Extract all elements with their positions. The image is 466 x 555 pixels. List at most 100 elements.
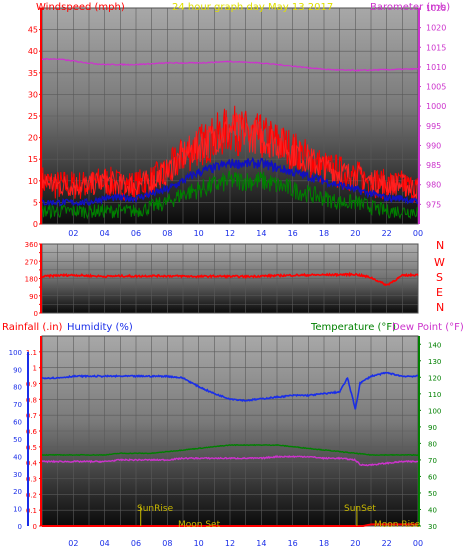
- rainfall-tick-label: 1: [33, 365, 37, 373]
- rainfall-tick-label: 0.8: [26, 396, 37, 404]
- windspeed-tick-label: 45: [28, 26, 38, 35]
- x-tick-label: 00: [413, 229, 423, 238]
- windspeed-line: [41, 112, 419, 200]
- humidity-tick-label: 10: [13, 506, 22, 514]
- rainfall-tick-label: 0.3: [26, 476, 37, 484]
- barometer-tick-label: 975: [426, 200, 441, 209]
- x-tick-label: 16: [288, 229, 298, 238]
- barometer-tick-label: 980: [426, 181, 441, 190]
- direction-tick-label: 360: [25, 241, 38, 249]
- humidity-tick-label: 20: [13, 488, 22, 496]
- x-tick-label: 08: [162, 229, 172, 238]
- humidity-tick-label: 30: [13, 471, 22, 479]
- x-tick-label: 12: [225, 229, 235, 238]
- barometer-tick-label: 990: [426, 141, 441, 150]
- temperature-tick-label: 100: [428, 407, 441, 415]
- humidity-tick-label: 80: [13, 384, 22, 392]
- temperature-tick-label: 60: [428, 473, 437, 481]
- x-tick-label: 06: [131, 539, 141, 548]
- x-tick-label: 04: [100, 229, 110, 238]
- temperature-tick-label: 130: [428, 358, 441, 366]
- temperature-tick-label: 80: [428, 440, 437, 448]
- chart-title: 24 hour graph day May 13 2017: [172, 2, 333, 13]
- windspeed-tick-label: 40: [28, 47, 38, 56]
- dew-point-line: [41, 454, 418, 467]
- x-tick-label: 22: [382, 539, 392, 548]
- barometer-axis-label: Barometer (mb): [370, 2, 450, 13]
- direction-letter-n-top: N: [436, 239, 444, 252]
- wind-average-line: [41, 156, 419, 207]
- rainfall-tick-label: 0.6: [26, 428, 38, 436]
- windspeed-tick-label: 35: [28, 69, 38, 78]
- humidity-line: [41, 371, 419, 410]
- wind-direction-line: [41, 271, 419, 287]
- x-tick-label: 12: [225, 539, 235, 548]
- windspeed-tick-label: 5: [33, 198, 38, 207]
- windspeed-tick-label: 10: [28, 177, 38, 186]
- barometer-tick-label: 1010: [426, 63, 446, 72]
- direction-tick-label: 180: [25, 276, 38, 284]
- humidity-tick-label: 60: [13, 419, 22, 427]
- rainfall-tick-label: 0.5: [26, 444, 37, 452]
- x-tick-label: 22: [382, 229, 392, 238]
- windspeed-tick-label: 15: [28, 155, 38, 164]
- temperature-tick-label: 70: [428, 457, 437, 465]
- direction-tick-label: 270: [25, 258, 38, 266]
- windspeed-tick-label: 30: [28, 90, 38, 99]
- temperature-tick-label: 40: [428, 506, 437, 514]
- humidity-tick-label: 100: [9, 349, 22, 357]
- barometer-tick-label: 995: [426, 122, 441, 131]
- humidity-tick-label: 0: [18, 523, 22, 531]
- humidity-tick-label: 90: [13, 366, 22, 374]
- direction-tick-label: 0: [34, 310, 38, 318]
- rainfall-tick-label: 0.4: [26, 460, 38, 468]
- x-tick-label: 10: [194, 539, 204, 548]
- temperature-axis-label: Temperature (°F): [310, 322, 396, 333]
- humidity-tick-label: 50: [13, 436, 22, 444]
- direction-tick-label: 90: [29, 293, 38, 301]
- rainfall-tick-label: 0.2: [26, 491, 37, 499]
- x-tick-label: 04: [100, 539, 110, 548]
- barometer-tick-label: 1020: [426, 24, 446, 33]
- rainfall-tick-label: 0.9: [26, 381, 37, 389]
- x-tick-label: 18: [319, 229, 329, 238]
- temperature-tick-label: 90: [428, 424, 437, 432]
- windspeed-tick-label: 0: [33, 220, 38, 229]
- x-tick-label: 20: [350, 539, 360, 548]
- barometer-tick-label: 1015: [426, 43, 446, 52]
- moonrise-label: Moon Rise: [374, 520, 421, 530]
- x-tick-label: 06: [131, 229, 141, 238]
- barometer-line: [41, 57, 419, 72]
- x-tick-label: 18: [319, 539, 329, 548]
- x-tick-label: 16: [288, 539, 298, 548]
- x-tick-label: 14: [256, 229, 266, 238]
- x-tick-label: 08: [162, 539, 172, 548]
- sunset-label: SunSet: [344, 504, 376, 514]
- temperature-tick-label: 50: [428, 490, 437, 498]
- windspeed-axis-label: Windspeed (mph): [36, 2, 125, 13]
- dew-point-axis-label: Dew Point (°F): [392, 322, 464, 333]
- windspeed-tick-label: 25: [28, 112, 38, 121]
- x-tick-label: 02: [68, 229, 78, 238]
- temperature-line: [41, 443, 419, 457]
- x-tick-label: 10: [194, 229, 204, 238]
- direction-letter-n-bottom: N: [436, 301, 444, 314]
- x-tick-label: 20: [350, 229, 360, 238]
- windspeed-tick-label: 20: [28, 134, 38, 143]
- barometer-tick-label: 1005: [426, 83, 446, 92]
- x-tick-label: 00: [413, 539, 423, 548]
- barometer-tick-label: 1025: [426, 4, 446, 13]
- rainfall-tick-label: 1.1: [26, 349, 37, 357]
- rainfall-axis-label: Rainfall (.in): [2, 322, 63, 333]
- rainfall-tick-label: 0.1: [26, 507, 37, 515]
- rainfall-line: [42, 523, 418, 527]
- humidity-axis-label: Humidity (%): [67, 322, 133, 333]
- x-tick-label: 02: [68, 539, 78, 548]
- barometer-tick-label: 985: [426, 161, 441, 170]
- humidity-tick-label: 70: [13, 401, 22, 409]
- x-tick-label: 14: [256, 539, 266, 548]
- temperature-tick-label: 30: [428, 523, 437, 531]
- temperature-tick-label: 140: [428, 341, 441, 349]
